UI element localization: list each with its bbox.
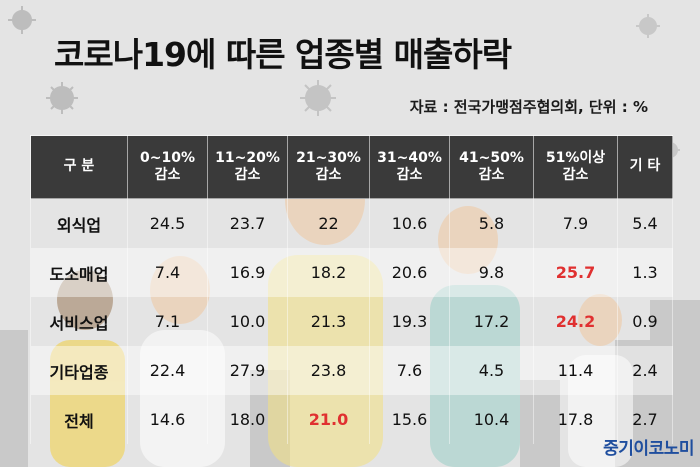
row-label: 외식업 <box>30 198 128 248</box>
table-cell: 18.2 <box>287 248 370 297</box>
table-cell: 25.7 <box>533 248 618 297</box>
virus-icon <box>46 82 78 114</box>
table-cell: 2.7 <box>617 395 673 444</box>
virus-icon <box>300 80 336 116</box>
table-cell: 7.4 <box>127 248 208 297</box>
table-cell: 9.8 <box>449 248 534 297</box>
row-label: 서비스업 <box>30 297 128 346</box>
table-cell: 14.6 <box>127 395 208 444</box>
table-row: 서비스업 7.1 10.0 21.3 19.3 17.2 24.2 0.9 <box>30 297 673 346</box>
table-cell: 17.2 <box>449 297 534 346</box>
table-cell: 20.6 <box>369 248 450 297</box>
page-title: 코로나19에 따른 업종별 매출하락 <box>54 35 512 74</box>
column-header: 51%이상 감소 <box>533 135 618 199</box>
table-cell: 24.5 <box>127 198 208 248</box>
table-cell: 2.4 <box>617 346 673 395</box>
table-cell: 22.4 <box>127 346 208 395</box>
table-cell: 11.4 <box>533 346 618 395</box>
source-note: 자료 : 전국가맹점주협의회, 단위 : % <box>409 98 648 116</box>
table-cell: 5.8 <box>449 198 534 248</box>
table-cell: 10.6 <box>369 198 450 248</box>
virus-icon <box>8 6 36 34</box>
virus-icon <box>636 14 660 38</box>
table-cell: 24.2 <box>533 297 618 346</box>
table-body: 외식업 24.5 23.7 22 10.6 5.8 7.9 5.4 도소매업 7.4 16.9 18.… <box>30 198 673 444</box>
table-row: 전체 14.6 18.0 21.0 15.6 10.4 17.8 2.7 <box>30 395 673 444</box>
column-header: 41~50% 감소 <box>449 135 534 199</box>
table-cell: 10.4 <box>449 395 534 444</box>
table-cell: 21.0 <box>287 395 370 444</box>
data-table: 구 분 0~10% 감소 11~20% 감소 21~30% 감소 31~40% 감소 4… <box>30 135 673 444</box>
brand-logo: 중기이코노미 <box>603 439 694 459</box>
table-cell: 5.4 <box>617 198 673 248</box>
row-label: 도소매업 <box>30 248 128 297</box>
column-header: 0~10% 감소 <box>127 135 208 199</box>
table-cell: 7.1 <box>127 297 208 346</box>
table-row: 기타업종 22.4 27.9 23.8 7.6 4.5 11.4 2.4 <box>30 346 673 395</box>
column-header: 31~40% 감소 <box>369 135 450 199</box>
column-header: 21~30% 감소 <box>287 135 370 199</box>
column-header: 기 타 <box>617 135 673 199</box>
table-cell: 22 <box>287 198 370 248</box>
table-cell: 17.8 <box>533 395 618 444</box>
table-cell: 10.0 <box>207 297 288 346</box>
table-cell: 7.6 <box>369 346 450 395</box>
table-cell: 7.9 <box>533 198 618 248</box>
table-header-row: 구 분 0~10% 감소 11~20% 감소 21~30% 감소 31~40% 감소 4… <box>30 135 673 199</box>
table-cell: 4.5 <box>449 346 534 395</box>
table-cell: 19.3 <box>369 297 450 346</box>
table-cell: 23.7 <box>207 198 288 248</box>
table-cell: 0.9 <box>617 297 673 346</box>
column-header: 11~20% 감소 <box>207 135 288 199</box>
table-cell: 15.6 <box>369 395 450 444</box>
row-label: 전체 <box>30 395 128 444</box>
table-cell: 1.3 <box>617 248 673 297</box>
table-cell: 16.9 <box>207 248 288 297</box>
table-cell: 23.8 <box>287 346 370 395</box>
table-row: 도소매업 7.4 16.9 18.2 20.6 9.8 25.7 1.3 <box>30 248 673 297</box>
column-header: 구 분 <box>30 135 128 199</box>
table-cell: 21.3 <box>287 297 370 346</box>
table-row: 외식업 24.5 23.7 22 10.6 5.8 7.9 5.4 <box>30 198 673 248</box>
row-label: 기타업종 <box>30 346 128 395</box>
table-cell: 27.9 <box>207 346 288 395</box>
table-cell: 18.0 <box>207 395 288 444</box>
